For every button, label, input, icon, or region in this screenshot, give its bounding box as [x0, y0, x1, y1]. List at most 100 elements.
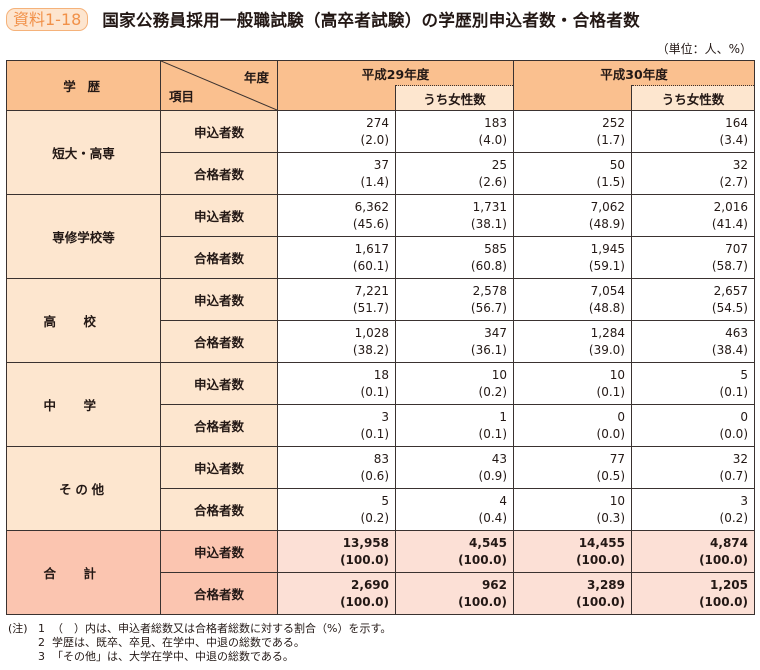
group-label: 高校: [6, 278, 161, 363]
cell-value: 707 (58.7): [631, 236, 755, 279]
item-label: 合格者数: [160, 320, 278, 363]
table-row: 合格者数 3 (0.1) 1 (0.1) 0 (0.0) 0 (0.0): [7, 404, 755, 447]
data-table: 学 歴 年度 項目 平成29年度 平成30年度 うち女性数 うち女性数 短大・高…: [6, 60, 755, 615]
header-diagonal-cell: 年度 項目: [160, 60, 278, 111]
header-h29-total: [277, 85, 396, 111]
cell-value: 83 (0.6): [277, 446, 396, 489]
cell-value: 2,690 (100.0): [277, 572, 396, 615]
diagonal-line-icon: [161, 61, 277, 110]
footnote-number: 1: [38, 622, 45, 635]
cell-value: 25 (2.6): [395, 152, 514, 195]
header-item-label: 項目: [169, 89, 195, 104]
cell-value: 4,545 (100.0): [395, 530, 514, 573]
cell-value: 77 (0.5): [513, 446, 632, 489]
page-title: 国家公務員採用一般職試験（高卒者試験）の学歴別申込者数・合格者数: [102, 11, 640, 30]
table-row-total: 合計 申込者数 13,958 (100.0) 4,545 (100.0) 14,45…: [6, 530, 755, 615]
cell-value: 1,205 (100.0): [631, 572, 755, 615]
table-row: 高校 申込者数 7,221 (51.7) 2,578 (56.7) 7,054 (48…: [6, 278, 755, 363]
item-label: 申込者数: [160, 194, 278, 237]
header-year-h30: 平成30年度: [513, 60, 755, 86]
cell-value: 1,617 (60.1): [277, 236, 396, 279]
footnote-text: 「その他」は、大学在学中、中退の総数である。: [52, 650, 294, 663]
item-label: 申込者数: [160, 278, 278, 321]
item-label: 申込者数: [160, 110, 278, 153]
cell-value: 3 (0.1): [277, 404, 396, 447]
item-label: 申込者数: [160, 362, 278, 405]
footnote: 2 学歴は、既卒、卒見、在学中、中退の総数である。: [8, 636, 391, 650]
item-label: 申込者数: [160, 446, 278, 489]
cell-value: 463 (38.4): [631, 320, 755, 363]
group-label: その他: [6, 446, 161, 531]
cell-value: 585 (60.8): [395, 236, 514, 279]
table-row: 中学 申込者数 18 (0.1) 10 (0.2) 10 (0.1) 5 (0.1): [6, 362, 755, 447]
cell-value: 1,028 (38.2): [277, 320, 396, 363]
cell-value: 13,958 (100.0): [277, 530, 396, 573]
cell-value: 4 (0.4): [395, 488, 514, 531]
footnote-text: 学歴は、既卒、卒見、在学中、中退の総数である。: [52, 636, 305, 649]
header-education: 学 歴: [6, 60, 161, 111]
item-label: 合格者数: [160, 404, 278, 447]
item-label: 合格者数: [160, 152, 278, 195]
cell-value: 0 (0.0): [513, 404, 632, 447]
header-education-label: 学 歴: [63, 79, 104, 94]
cell-value: 183 (4.0): [395, 110, 514, 153]
footnote: (注) 1 （ ）内は、申込者総数又は合格者総数に対する割合（%）を示す。: [8, 622, 391, 636]
cell-value: 7,054 (48.8): [513, 278, 632, 321]
table-row: 合格者数 1,028 (38.2) 347 (36.1) 1,284 (39.0) 4…: [7, 320, 755, 363]
cell-value: 347 (36.1): [395, 320, 514, 363]
cell-value: 6,362 (45.6): [277, 194, 396, 237]
table-row: 短大・高専 申込者数 274 (2.0) 183 (4.0) 252 (1.7) 16…: [6, 110, 755, 195]
cell-value: 7,062 (48.9): [513, 194, 632, 237]
cell-value: 252 (1.7): [513, 110, 632, 153]
footnote-number: 3: [38, 650, 45, 663]
group-label: 専修学校等: [6, 194, 161, 279]
cell-value: 3 (0.2): [631, 488, 755, 531]
unit-label: （単位：人、%）: [656, 42, 752, 56]
document-badge: 資料1-18: [6, 7, 89, 31]
footnote-prefix: (注): [8, 622, 28, 635]
header-year-h29: 平成29年度: [277, 60, 514, 86]
cell-value: 1 (0.1): [395, 404, 514, 447]
header-h29-women: うち女性数: [395, 85, 514, 111]
cell-value: 7,221 (51.7): [277, 278, 396, 321]
cell-value: 14,455 (100.0): [513, 530, 632, 573]
title-bar: 資料1-18 国家公務員採用一般職試験（高卒者試験）の学歴別申込者数・合格者数: [6, 6, 640, 32]
table-row: 合格者数 37 (1.4) 25 (2.6) 50 (1.5) 32 (2.7): [7, 152, 755, 195]
cell-value: 10 (0.1): [513, 362, 632, 405]
cell-value: 32 (0.7): [631, 446, 755, 489]
total-label: 合計: [6, 530, 161, 615]
group-label: 中学: [6, 362, 161, 447]
cell-value: 4,874 (100.0): [631, 530, 755, 573]
table-row: 合格者数 1,617 (60.1) 585 (60.8) 1,945 (59.1) 7…: [7, 236, 755, 279]
cell-value: 37 (1.4): [277, 152, 396, 195]
cell-value: 274 (2.0): [277, 110, 396, 153]
cell-value: 5 (0.1): [631, 362, 755, 405]
cell-value: 18 (0.1): [277, 362, 396, 405]
cell-value: 50 (1.5): [513, 152, 632, 195]
cell-value: 2,657 (54.5): [631, 278, 755, 321]
group-label: 短大・高専: [6, 110, 161, 195]
cell-value: 2,016 (41.4): [631, 194, 755, 237]
cell-value: 43 (0.9): [395, 446, 514, 489]
footnotes: (注) 1 （ ）内は、申込者総数又は合格者総数に対する割合（%）を示す。 2 …: [8, 622, 391, 664]
cell-value: 2,578 (56.7): [395, 278, 514, 321]
footnote: 3 「その他」は、大学在学中、中退の総数である。: [8, 650, 391, 664]
item-label: 合格者数: [160, 488, 278, 531]
footnote-text: （ ）内は、申込者総数又は合格者総数に対する割合（%）を示す。: [52, 622, 392, 635]
header-year-label: 年度: [243, 70, 269, 85]
table-row: その他 申込者数 83 (0.6) 43 (0.9) 77 (0.5) 32 (0.7): [6, 446, 755, 531]
cell-value: 1,731 (38.1): [395, 194, 514, 237]
table-row-total: 合格者数 2,690 (100.0) 962 (100.0) 3,289 (100.0…: [7, 572, 755, 615]
cell-value: 10 (0.3): [513, 488, 632, 531]
item-label: 申込者数: [160, 530, 278, 573]
cell-value: 5 (0.2): [277, 488, 396, 531]
cell-value: 3,289 (100.0): [513, 572, 632, 615]
table-row: 専修学校等 申込者数 6,362 (45.6) 1,731 (38.1) 7,062…: [6, 194, 755, 279]
cell-value: 1,284 (39.0): [513, 320, 632, 363]
header-h30-total: [513, 85, 632, 111]
cell-value: 164 (3.4): [631, 110, 755, 153]
cell-value: 32 (2.7): [631, 152, 755, 195]
item-label: 合格者数: [160, 236, 278, 279]
header-h30-women: うち女性数: [631, 85, 755, 111]
item-label: 合格者数: [160, 572, 278, 615]
